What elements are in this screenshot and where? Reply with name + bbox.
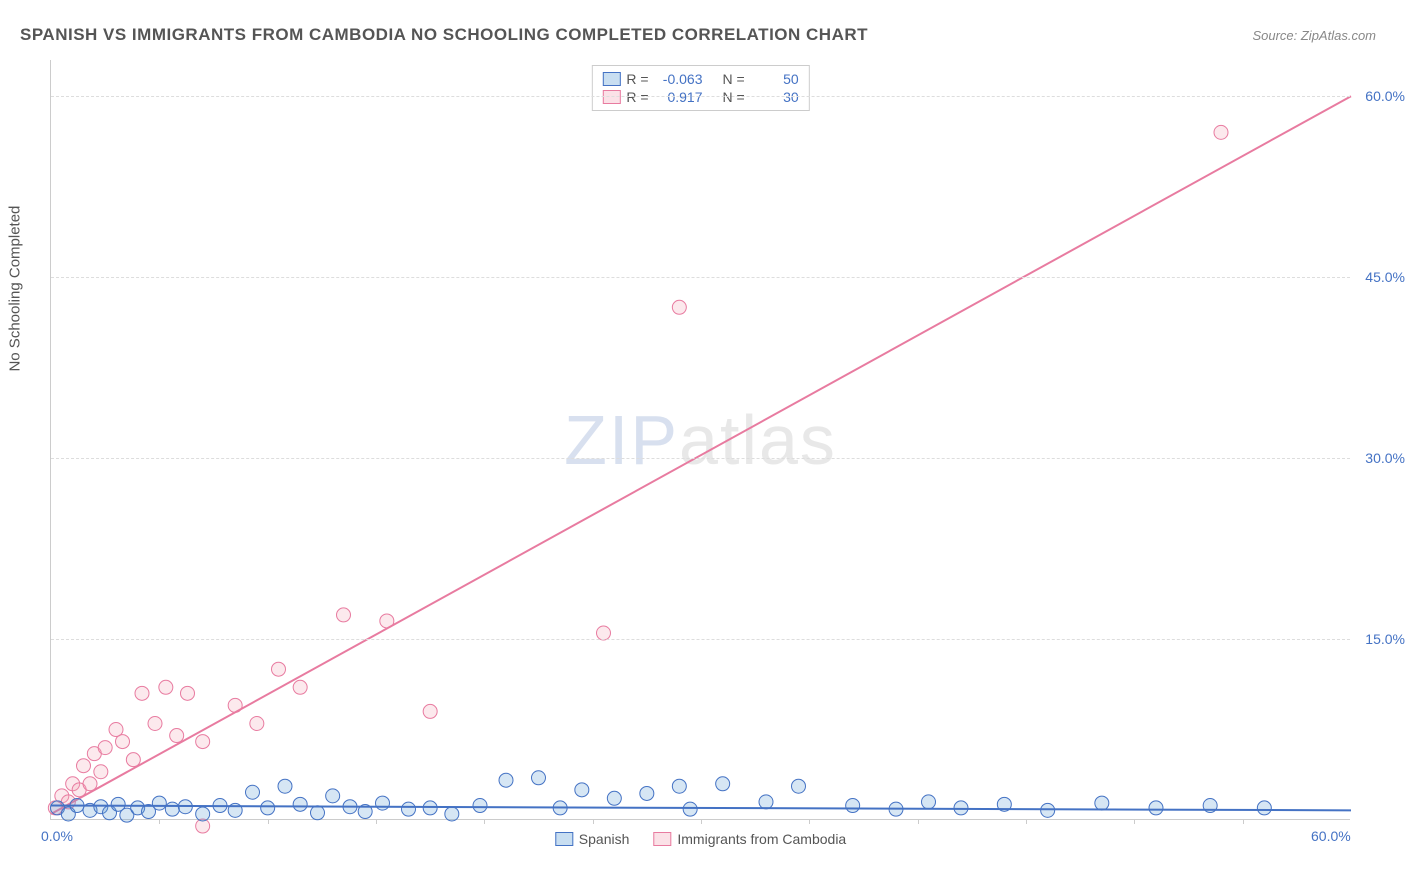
data-point bbox=[293, 797, 307, 811]
data-point bbox=[473, 799, 487, 813]
data-point bbox=[170, 729, 184, 743]
data-point bbox=[423, 704, 437, 718]
y-tick-label: 15.0% bbox=[1365, 631, 1405, 647]
data-point bbox=[1149, 801, 1163, 815]
x-tick-label: 0.0% bbox=[41, 828, 73, 844]
plot-area: ZIPatlas R = -0.063 N = 50 R = 0.917 N =… bbox=[50, 60, 1350, 820]
data-point bbox=[640, 786, 654, 800]
x-minor-tick bbox=[701, 819, 702, 824]
data-point bbox=[77, 759, 91, 773]
data-point bbox=[152, 796, 166, 810]
legend-label-spanish: Spanish bbox=[579, 831, 630, 847]
x-minor-tick bbox=[918, 819, 919, 824]
data-point bbox=[272, 662, 286, 676]
gridline bbox=[51, 96, 1350, 97]
gridline bbox=[51, 277, 1350, 278]
data-point bbox=[165, 802, 179, 816]
x-tick-label: 60.0% bbox=[1311, 828, 1351, 844]
data-point bbox=[148, 716, 162, 730]
data-point bbox=[499, 773, 513, 787]
data-point bbox=[759, 795, 773, 809]
x-minor-tick bbox=[484, 819, 485, 824]
data-point bbox=[402, 802, 416, 816]
data-point bbox=[293, 680, 307, 694]
x-minor-tick bbox=[376, 819, 377, 824]
data-point bbox=[94, 765, 108, 779]
plot-svg bbox=[51, 60, 1350, 819]
x-minor-tick bbox=[159, 819, 160, 824]
x-minor-tick bbox=[1243, 819, 1244, 824]
data-point bbox=[135, 686, 149, 700]
data-point bbox=[246, 785, 260, 799]
data-point bbox=[196, 735, 210, 749]
x-minor-tick bbox=[1134, 819, 1135, 824]
x-minor-tick bbox=[268, 819, 269, 824]
swatch-spanish bbox=[555, 832, 573, 846]
data-point bbox=[98, 741, 112, 755]
data-point bbox=[1257, 801, 1271, 815]
chart-title: SPANISH VS IMMIGRANTS FROM CAMBODIA NO S… bbox=[20, 25, 868, 45]
data-point bbox=[278, 779, 292, 793]
data-point bbox=[607, 791, 621, 805]
data-point bbox=[1214, 125, 1228, 139]
y-axis-label: No Schooling Completed bbox=[7, 206, 24, 372]
data-point bbox=[261, 801, 275, 815]
data-point bbox=[922, 795, 936, 809]
legend-label-cambodia: Immigrants from Cambodia bbox=[677, 831, 846, 847]
data-point bbox=[532, 771, 546, 785]
data-point bbox=[196, 807, 210, 821]
legend-item-spanish: Spanish bbox=[555, 831, 630, 847]
data-point bbox=[672, 779, 686, 793]
data-point bbox=[376, 796, 390, 810]
data-point bbox=[311, 806, 325, 820]
x-minor-tick bbox=[809, 819, 810, 824]
data-point bbox=[445, 807, 459, 821]
data-point bbox=[159, 680, 173, 694]
data-point bbox=[672, 300, 686, 314]
source-attribution: Source: ZipAtlas.com bbox=[1252, 28, 1376, 43]
data-point bbox=[716, 777, 730, 791]
data-point bbox=[326, 789, 340, 803]
data-point bbox=[181, 686, 195, 700]
y-tick-label: 30.0% bbox=[1365, 450, 1405, 466]
series-legend: Spanish Immigrants from Cambodia bbox=[555, 831, 846, 847]
data-point bbox=[126, 753, 140, 767]
data-point bbox=[1095, 796, 1109, 810]
data-point bbox=[1041, 803, 1055, 817]
y-tick-label: 45.0% bbox=[1365, 269, 1405, 285]
data-point bbox=[575, 783, 589, 797]
data-point bbox=[846, 799, 860, 813]
swatch-cambodia bbox=[653, 832, 671, 846]
data-point bbox=[116, 735, 130, 749]
data-point bbox=[337, 608, 351, 622]
data-point bbox=[250, 716, 264, 730]
data-point bbox=[597, 626, 611, 640]
y-tick-label: 60.0% bbox=[1365, 88, 1405, 104]
trend-line bbox=[51, 96, 1351, 814]
x-minor-tick bbox=[1026, 819, 1027, 824]
gridline bbox=[51, 639, 1350, 640]
data-point bbox=[683, 802, 697, 816]
x-minor-tick bbox=[593, 819, 594, 824]
gridline bbox=[51, 458, 1350, 459]
legend-item-cambodia: Immigrants from Cambodia bbox=[653, 831, 846, 847]
data-point bbox=[792, 779, 806, 793]
